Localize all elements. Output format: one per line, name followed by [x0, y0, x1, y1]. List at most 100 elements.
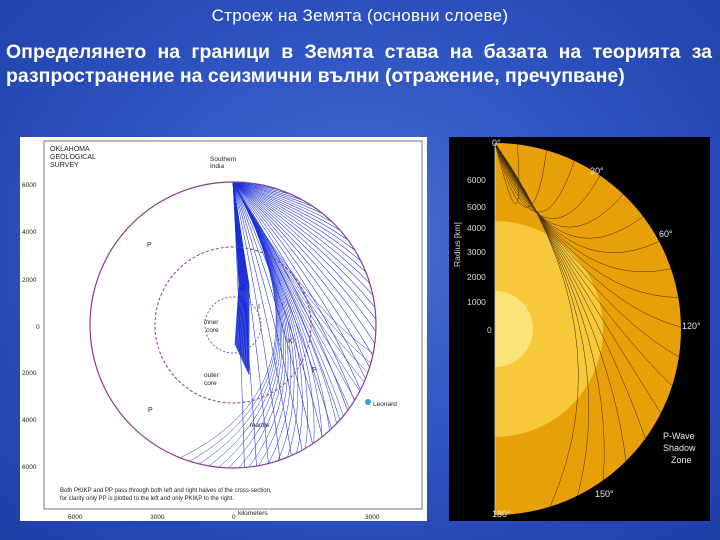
header-line-1: OKLAHOMA [50, 146, 90, 153]
mantle-label: mantle [250, 422, 270, 429]
radius-tick: 3000 [467, 247, 486, 257]
k-wave-label: K [288, 338, 293, 345]
angle-labels: 0° 30° 60° 120° 150° 180° [492, 138, 701, 519]
wave-ray [495, 142, 579, 507]
x-tick-labels: 6000 3000 0 3000 [68, 514, 380, 521]
source-label-2: India [210, 163, 224, 170]
ray-path [232, 181, 355, 401]
ray-diagram-svg: OKLAHOMA GEOLOGICAL SURVEY Southern Indi… [22, 140, 423, 521]
ray-path [232, 181, 349, 241]
caption-line-1: Both PKIKP and PP pass through both left… [60, 488, 272, 494]
wavefront-arc [495, 228, 596, 430]
core-mantle-boundary [154, 246, 312, 404]
plot-frame [43, 140, 423, 510]
outer-core-label-1: outer [204, 372, 220, 379]
wave-ray [495, 142, 680, 358]
earth-layers-figure: 6000 5000 4000 3000 2000 1000 0 Radius [… [449, 137, 710, 521]
angle-label: 120° [682, 321, 701, 331]
ray-path [232, 181, 376, 308]
ray-path [232, 181, 362, 262]
slide-intro-text: Определянето на граници в Земята става н… [6, 41, 712, 87]
wave-ray [495, 142, 547, 208]
angle-label: 0° [492, 138, 501, 148]
shadow-zone-label-1: P-Wave [663, 431, 695, 441]
wave-ray [495, 142, 672, 273]
radius-tick: 6000 [467, 175, 486, 185]
angle-label: 180° [492, 509, 511, 519]
ray-path [232, 181, 292, 456]
source-label-1: Southern [210, 156, 237, 163]
wave-ray [495, 142, 605, 481]
wave-ray [495, 142, 673, 386]
wavefront-arc [495, 153, 671, 505]
wavefront-arc [495, 288, 536, 370]
ray-path [179, 181, 277, 459]
x-axis-label: kilometers [238, 510, 268, 517]
y-tick: 4000 [22, 229, 37, 236]
radius-tick: 5000 [467, 202, 486, 212]
radius-tick: 4000 [467, 223, 486, 233]
p-wave-label-right: P [312, 367, 317, 374]
slide-title: Строеж на Земята (основни слоеве) [211, 6, 509, 25]
shadow-zone-label-2: Shadow [663, 443, 696, 453]
wave-rays [495, 142, 682, 507]
earth-quadrant-svg: 6000 5000 4000 3000 2000 1000 0 Radius [… [452, 138, 701, 519]
ray-path [232, 181, 377, 332]
radius-tick: 1000 [467, 297, 486, 307]
wave-ray [495, 142, 660, 253]
y-tick-labels: 6000 4000 2000 0 2000 4000 6000 [22, 182, 40, 471]
x-tick: 0 [232, 514, 236, 521]
ray-path [232, 181, 341, 232]
wavefront-arc [495, 213, 611, 445]
ray-path [232, 181, 356, 251]
p-wave-label: P [147, 242, 152, 249]
inner-core-label-1: inner [204, 319, 219, 326]
angle-label: 150° [595, 489, 614, 499]
wave-ray [495, 142, 627, 462]
angle-label: 30° [590, 166, 604, 176]
inner-core-layer [495, 291, 533, 367]
wave-ray [495, 142, 646, 439]
ray-path [232, 181, 370, 368]
wavefront-arc [495, 258, 566, 400]
wave-ray [495, 142, 662, 414]
wavefront-arc [495, 273, 551, 385]
wave-ray [495, 142, 679, 298]
ray-path [232, 181, 333, 223]
angle-label: 60° [659, 229, 673, 239]
ray-path [189, 181, 278, 462]
y-tick: 2000 [22, 370, 37, 377]
radius-tick: 0 [487, 325, 492, 335]
wavefront-arc [495, 168, 656, 490]
wavefront-arc [495, 198, 626, 460]
station-label: Leonard [373, 401, 397, 408]
ray-path [232, 181, 348, 411]
ray-path [232, 181, 377, 320]
header-line-3: SURVEY [50, 162, 79, 169]
inner-core-boundary [204, 296, 262, 354]
radius-axis-label: Radius [km] [452, 222, 462, 267]
radius-tick: 2000 [467, 272, 486, 282]
caption-line-2: for clarity only PP is plotted to the le… [60, 496, 234, 502]
x-tick: 3000 [150, 514, 165, 521]
ray-path [232, 181, 374, 296]
ray-path [232, 181, 250, 375]
p-wave-label-lower: P [148, 407, 153, 414]
ray-path [232, 181, 303, 451]
radius-tick-labels: 6000 5000 4000 3000 2000 1000 0 [467, 175, 492, 335]
ray-path [232, 181, 281, 461]
y-tick: 2000 [22, 277, 37, 284]
ray-paths [179, 181, 377, 469]
header-line-2: GEOLOGICAL [50, 154, 96, 161]
wave-ray [495, 142, 520, 205]
ray-path [232, 181, 376, 344]
wavefront-arc [495, 243, 581, 415]
x-tick: 3000 [365, 514, 380, 521]
ray-path [232, 181, 366, 379]
wave-ray [495, 142, 682, 328]
wave-ray [495, 142, 624, 228]
ray-path [232, 181, 371, 284]
ray-path [232, 181, 324, 215]
outer-core-layer [495, 221, 603, 437]
y-tick: 4000 [22, 417, 37, 424]
